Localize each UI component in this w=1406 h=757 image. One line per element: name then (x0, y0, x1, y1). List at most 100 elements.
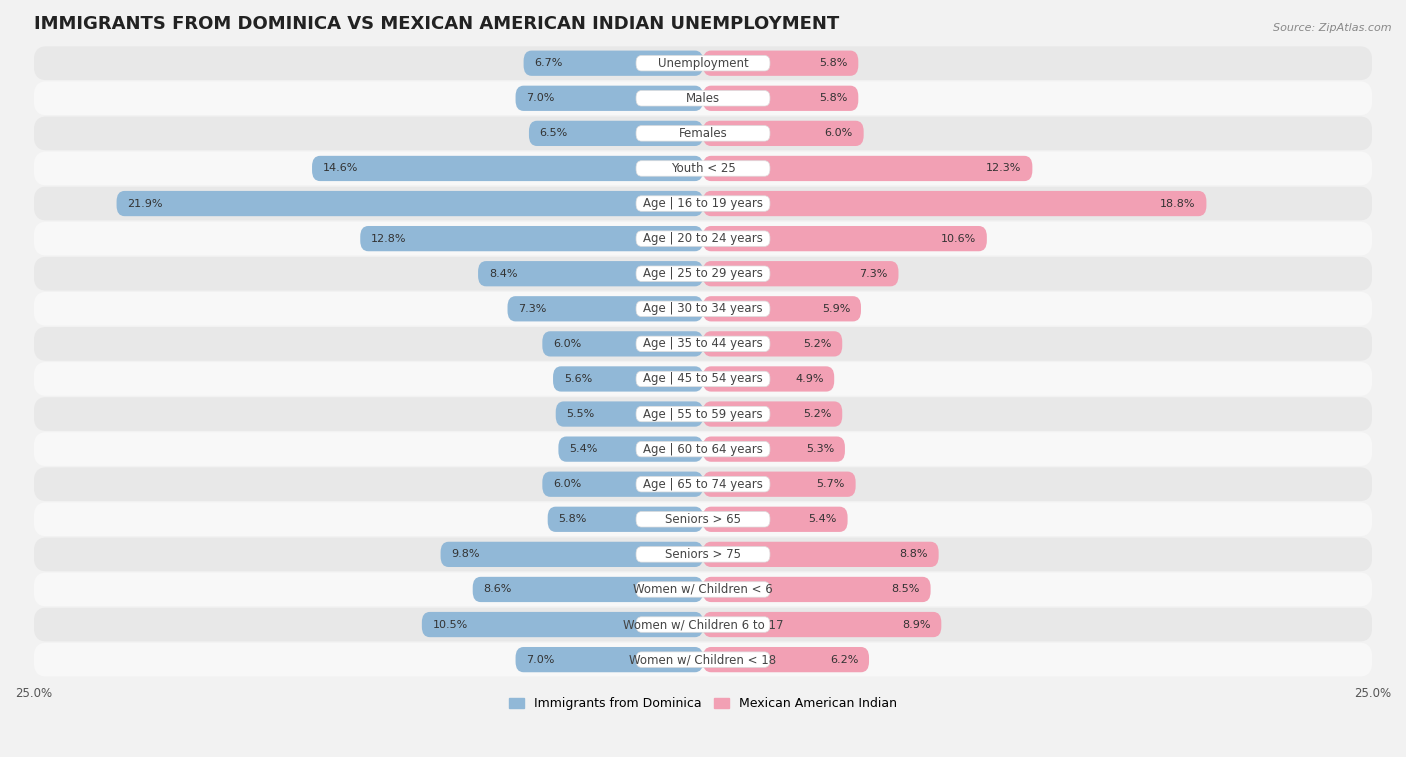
Text: Unemployment: Unemployment (658, 57, 748, 70)
Text: Seniors > 65: Seniors > 65 (665, 512, 741, 526)
Text: Age | 55 to 59 years: Age | 55 to 59 years (643, 407, 763, 421)
Text: 7.3%: 7.3% (519, 304, 547, 314)
FancyBboxPatch shape (516, 647, 703, 672)
Text: 6.0%: 6.0% (825, 129, 853, 139)
Text: 5.5%: 5.5% (567, 409, 595, 419)
Text: 5.4%: 5.4% (808, 514, 837, 525)
FancyBboxPatch shape (636, 266, 770, 282)
FancyBboxPatch shape (636, 55, 770, 71)
FancyBboxPatch shape (34, 643, 1372, 677)
FancyBboxPatch shape (636, 371, 770, 387)
Text: Women w/ Children 6 to 17: Women w/ Children 6 to 17 (623, 618, 783, 631)
Text: Age | 45 to 54 years: Age | 45 to 54 years (643, 372, 763, 385)
FancyBboxPatch shape (703, 437, 845, 462)
Text: 21.9%: 21.9% (128, 198, 163, 208)
FancyBboxPatch shape (703, 612, 942, 637)
FancyBboxPatch shape (703, 51, 858, 76)
FancyBboxPatch shape (703, 261, 898, 286)
Text: Age | 60 to 64 years: Age | 60 to 64 years (643, 443, 763, 456)
Legend: Immigrants from Dominica, Mexican American Indian: Immigrants from Dominica, Mexican Americ… (503, 692, 903, 715)
FancyBboxPatch shape (636, 547, 770, 562)
FancyBboxPatch shape (636, 512, 770, 527)
FancyBboxPatch shape (636, 652, 770, 668)
FancyBboxPatch shape (516, 86, 703, 111)
FancyBboxPatch shape (636, 441, 770, 456)
Text: 5.6%: 5.6% (564, 374, 592, 384)
FancyBboxPatch shape (636, 231, 770, 246)
FancyBboxPatch shape (543, 472, 703, 497)
Text: 6.5%: 6.5% (540, 129, 568, 139)
FancyBboxPatch shape (553, 366, 703, 391)
Text: Youth < 25: Youth < 25 (671, 162, 735, 175)
FancyBboxPatch shape (34, 82, 1372, 115)
Text: Age | 65 to 74 years: Age | 65 to 74 years (643, 478, 763, 491)
FancyBboxPatch shape (703, 156, 1032, 181)
FancyBboxPatch shape (440, 542, 703, 567)
Text: 5.9%: 5.9% (823, 304, 851, 314)
Text: 6.7%: 6.7% (534, 58, 562, 68)
FancyBboxPatch shape (703, 542, 939, 567)
FancyBboxPatch shape (117, 191, 703, 217)
FancyBboxPatch shape (555, 401, 703, 427)
FancyBboxPatch shape (34, 503, 1372, 536)
FancyBboxPatch shape (636, 196, 770, 211)
FancyBboxPatch shape (636, 476, 770, 492)
Text: Age | 35 to 44 years: Age | 35 to 44 years (643, 338, 763, 350)
Text: Women w/ Children < 18: Women w/ Children < 18 (630, 653, 776, 666)
FancyBboxPatch shape (636, 126, 770, 141)
FancyBboxPatch shape (636, 581, 770, 597)
Text: 5.8%: 5.8% (820, 58, 848, 68)
Text: 9.8%: 9.8% (451, 550, 479, 559)
Text: 5.2%: 5.2% (803, 339, 831, 349)
FancyBboxPatch shape (548, 506, 703, 532)
FancyBboxPatch shape (703, 401, 842, 427)
FancyBboxPatch shape (34, 362, 1372, 396)
Text: IMMIGRANTS FROM DOMINICA VS MEXICAN AMERICAN INDIAN UNEMPLOYMENT: IMMIGRANTS FROM DOMINICA VS MEXICAN AMER… (34, 15, 839, 33)
Text: Seniors > 75: Seniors > 75 (665, 548, 741, 561)
Text: 18.8%: 18.8% (1160, 198, 1195, 208)
FancyBboxPatch shape (703, 472, 856, 497)
Text: Source: ZipAtlas.com: Source: ZipAtlas.com (1274, 23, 1392, 33)
FancyBboxPatch shape (703, 191, 1206, 217)
Text: 8.8%: 8.8% (900, 550, 928, 559)
Text: Females: Females (679, 127, 727, 140)
Text: 7.0%: 7.0% (526, 655, 554, 665)
Text: 12.8%: 12.8% (371, 234, 406, 244)
FancyBboxPatch shape (703, 86, 858, 111)
FancyBboxPatch shape (703, 366, 834, 391)
FancyBboxPatch shape (636, 160, 770, 176)
Text: 8.4%: 8.4% (489, 269, 517, 279)
FancyBboxPatch shape (558, 437, 703, 462)
FancyBboxPatch shape (703, 647, 869, 672)
FancyBboxPatch shape (34, 257, 1372, 291)
FancyBboxPatch shape (636, 91, 770, 106)
FancyBboxPatch shape (360, 226, 703, 251)
Text: 7.3%: 7.3% (859, 269, 887, 279)
Text: 6.0%: 6.0% (553, 479, 581, 489)
Text: 12.3%: 12.3% (986, 164, 1022, 173)
FancyBboxPatch shape (34, 327, 1372, 361)
FancyBboxPatch shape (34, 467, 1372, 501)
Text: 10.6%: 10.6% (941, 234, 976, 244)
Text: 7.0%: 7.0% (526, 93, 554, 103)
Text: 5.7%: 5.7% (817, 479, 845, 489)
Text: 8.5%: 8.5% (891, 584, 920, 594)
FancyBboxPatch shape (703, 121, 863, 146)
FancyBboxPatch shape (636, 407, 770, 422)
Text: Age | 25 to 29 years: Age | 25 to 29 years (643, 267, 763, 280)
FancyBboxPatch shape (636, 301, 770, 316)
Text: 6.0%: 6.0% (553, 339, 581, 349)
FancyBboxPatch shape (34, 608, 1372, 641)
Text: Age | 20 to 24 years: Age | 20 to 24 years (643, 232, 763, 245)
FancyBboxPatch shape (34, 151, 1372, 185)
FancyBboxPatch shape (523, 51, 703, 76)
FancyBboxPatch shape (34, 397, 1372, 431)
FancyBboxPatch shape (703, 577, 931, 602)
Text: 5.8%: 5.8% (558, 514, 586, 525)
Text: Women w/ Children < 6: Women w/ Children < 6 (633, 583, 773, 596)
FancyBboxPatch shape (34, 187, 1372, 220)
FancyBboxPatch shape (34, 432, 1372, 466)
FancyBboxPatch shape (636, 617, 770, 632)
FancyBboxPatch shape (703, 332, 842, 357)
FancyBboxPatch shape (529, 121, 703, 146)
